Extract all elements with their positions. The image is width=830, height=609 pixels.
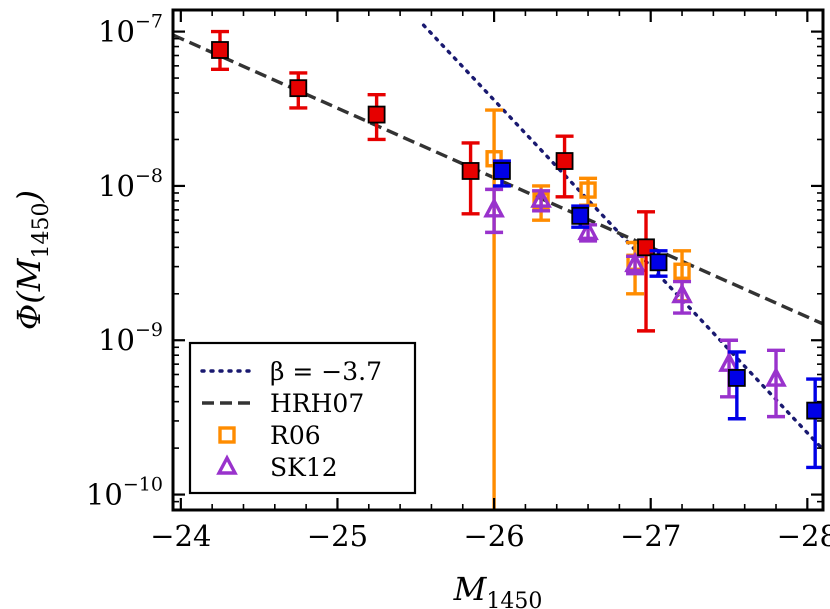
sk12-series	[483, 187, 787, 419]
sk12-marker	[624, 251, 646, 273]
y-tick-label: 10−7	[98, 11, 163, 49]
blue-points-marker	[649, 253, 668, 272]
blue-points-marker	[806, 401, 823, 420]
legend-label-hrh07: HRH07	[270, 389, 364, 418]
blue-points-marker	[493, 162, 511, 180]
sk12-marker	[671, 282, 693, 304]
legend-label-r06: R06	[270, 421, 321, 450]
r06-marker	[673, 262, 691, 280]
sk12-marker	[765, 366, 787, 387]
red-points-marker	[367, 105, 386, 124]
sk12-marker	[483, 197, 505, 218]
red-points-marker	[637, 238, 655, 257]
r06-marker	[579, 181, 597, 199]
blue-points-series	[492, 159, 823, 470]
legend-box	[188, 341, 417, 495]
red-points-marker	[555, 152, 574, 170]
red-points-marker	[289, 79, 308, 98]
legend-swatch-r06	[218, 426, 236, 444]
blue-points-marker	[571, 206, 590, 225]
x-tick-label: −25	[307, 519, 368, 553]
y-tick-label: 10−9	[98, 319, 163, 357]
blue-points-marker	[727, 369, 746, 387]
legend-label-3-7: β = −3.7	[270, 357, 382, 386]
legend-swatch-sk12	[216, 454, 238, 475]
sk12-marker	[577, 219, 599, 241]
y-tick-label: 10−8	[98, 165, 163, 203]
y-tick-label: 10−10	[86, 474, 163, 512]
legend-label-sk12: SK12	[270, 453, 338, 482]
hrh07-line	[173, 33, 823, 326]
x-tick-label: −28	[777, 519, 830, 553]
y-axis-label: Φ(M1450)	[10, 190, 54, 330]
beta-fit-line	[421, 23, 823, 452]
x-tick-label: −26	[463, 519, 524, 553]
x-tick-label: −24	[150, 519, 211, 553]
red-points-marker	[211, 41, 229, 59]
x-axis-label: M1450	[453, 570, 543, 609]
x-tick-label: −27	[620, 519, 681, 553]
red-points-marker	[461, 162, 480, 180]
sk12-marker	[530, 187, 552, 208]
plot-frame	[171, 8, 825, 512]
r06-series	[485, 108, 692, 510]
